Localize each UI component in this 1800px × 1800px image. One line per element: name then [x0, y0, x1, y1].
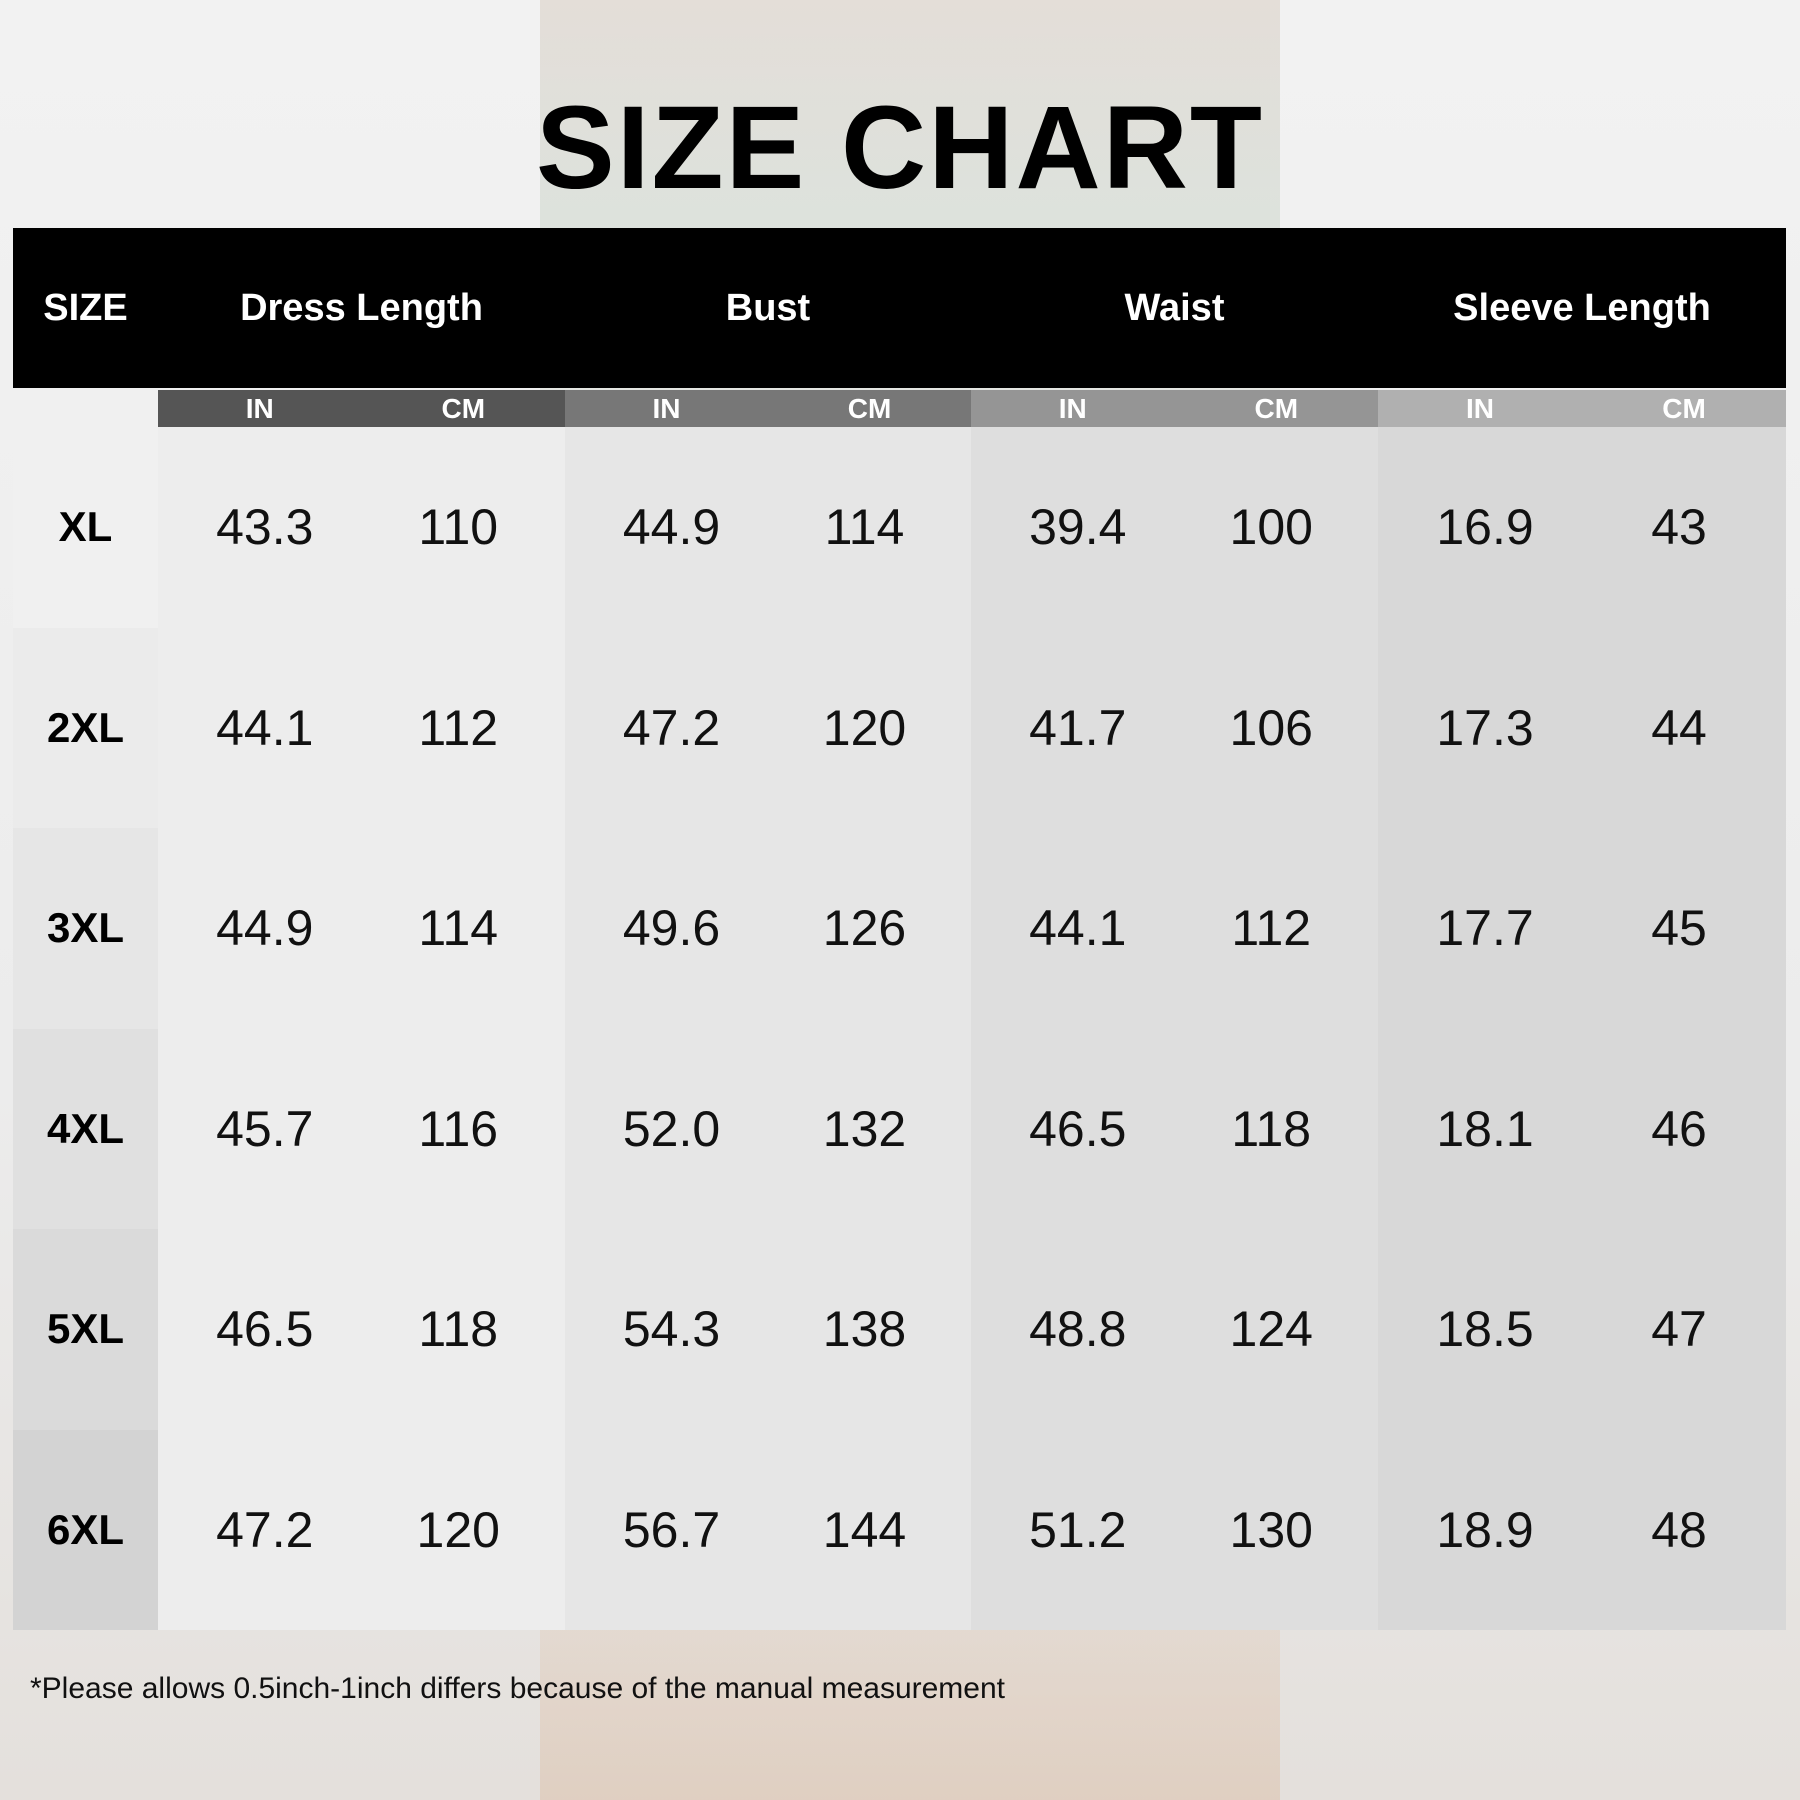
size-label: XL	[13, 427, 158, 628]
value-cell: 45.7	[216, 1100, 314, 1157]
measurement-note: *Please allows 0.5inch-1inch differs bec…	[30, 1672, 1005, 1705]
unit-label: IN	[1058, 393, 1087, 424]
column-bg-sleeve-length	[1378, 427, 1786, 1630]
value-cell: 118	[1231, 1100, 1312, 1157]
value-cell: 45	[1651, 900, 1707, 956]
value-cell: 44.9	[622, 499, 721, 555]
value-cell: 51.2	[1029, 1501, 1127, 1558]
table-row: XL 43.3 110 44.9 114 39.4 100 16.9 43	[0, 427, 1786, 628]
value-cell: 138	[822, 1301, 907, 1357]
value-cell: 48	[1651, 1501, 1707, 1558]
column-bg-waist	[971, 427, 1378, 1630]
value-cell: 46.5	[1029, 1100, 1127, 1157]
value-cell: 44.1	[216, 699, 314, 756]
table-row: 5XL 46.5 118 54.3 138 48.8 124 18.5 47	[0, 1229, 1786, 1430]
unit-label: IN	[245, 393, 274, 424]
value-cell: 114	[418, 900, 499, 956]
size-label: 4XL	[13, 1028, 158, 1229]
value-cell: 44	[1651, 699, 1707, 756]
value-cell: 54.3	[622, 1301, 721, 1357]
value-cell: 49.6	[622, 900, 721, 956]
value-cell: 47.2	[622, 699, 721, 756]
value-cell: 17.7	[1436, 900, 1534, 956]
subheader-sleeve-length: IN CM	[1378, 390, 1786, 427]
value-cell: 114	[824, 499, 905, 555]
value-cell: 120	[822, 699, 907, 756]
value-cell: 47.2	[216, 1501, 314, 1558]
value-cell: 112	[418, 699, 499, 756]
value-cell: 44.9	[216, 900, 314, 956]
value-cell: 17.3	[1436, 699, 1534, 756]
value-cell: 43.3	[216, 499, 314, 555]
value-cell: 48.8	[1029, 1301, 1127, 1357]
value-cell: 46	[1651, 1100, 1707, 1157]
subheader-dress-length: IN CM	[158, 390, 565, 427]
value-cell: 110	[418, 499, 499, 555]
value-cell: 41.7	[1029, 699, 1127, 756]
subheader-bust: IN CM	[565, 390, 971, 427]
table-row: 6XL 47.2 120 56.7 144 51.2 130 18.9 48	[0, 1429, 1786, 1630]
value-cell: 130	[1229, 1501, 1313, 1558]
value-cell: 18.9	[1436, 1501, 1534, 1558]
size-label: 3XL	[13, 828, 158, 1029]
header-sleeve-length: Sleeve Length	[1453, 287, 1711, 329]
value-cell: 120	[416, 1501, 500, 1558]
value-cell: 106	[1229, 699, 1313, 756]
value-cell: 46.5	[216, 1301, 314, 1357]
value-cell: 126	[822, 900, 907, 956]
header-bust: Bust	[725, 287, 811, 329]
subheader-waist: IN CM	[971, 390, 1378, 427]
page-title: SIZE CHART	[536, 82, 1264, 214]
value-cell: 44.1	[1029, 900, 1127, 956]
value-cell: 52.0	[622, 1100, 721, 1157]
value-cell: 47	[1651, 1301, 1707, 1357]
unit-label: CM	[441, 393, 486, 424]
value-cell: 43	[1651, 499, 1707, 555]
unit-label: CM	[1254, 393, 1299, 424]
value-cell: 112	[1231, 900, 1312, 956]
table-row: 2XL 44.1 112 47.2 120 41.7 106 17.3 44	[0, 627, 1786, 828]
header-dress-length: Dress Length	[240, 287, 483, 329]
unit-label: IN	[1466, 393, 1494, 424]
unit-label: IN	[652, 393, 681, 424]
value-cell: 56.7	[622, 1501, 721, 1558]
column-bg-bust	[565, 427, 971, 1630]
header-size: SIZE	[43, 287, 128, 329]
size-label: 5XL	[13, 1229, 158, 1430]
table-row: 3XL 44.9 114 49.6 126 44.1 112 17.7 45	[0, 828, 1786, 1029]
unit-label: CM	[847, 393, 892, 424]
value-cell: 116	[418, 1100, 499, 1157]
table-header: SIZE Dress Length Bust Waist Sleeve Leng…	[13, 228, 1786, 388]
value-cell: 124	[1229, 1301, 1313, 1357]
value-cell: 16.9	[1436, 499, 1534, 555]
size-label: 6XL	[13, 1429, 158, 1630]
value-cell: 100	[1229, 499, 1313, 555]
header-waist: Waist	[1124, 287, 1225, 329]
value-cell: 132	[822, 1100, 907, 1157]
value-cell: 118	[418, 1301, 499, 1357]
size-label: 2XL	[13, 627, 158, 828]
column-bg-dress-length	[158, 427, 565, 1630]
value-cell: 39.4	[1029, 499, 1127, 555]
value-cell: 18.5	[1436, 1301, 1534, 1357]
unit-label: CM	[1662, 393, 1706, 424]
table-row: 4XL 45.7 116 52.0 132 46.5 118 18.1 46	[0, 1028, 1786, 1229]
value-cell: 18.1	[1436, 1100, 1534, 1157]
value-cell: 144	[822, 1501, 907, 1558]
